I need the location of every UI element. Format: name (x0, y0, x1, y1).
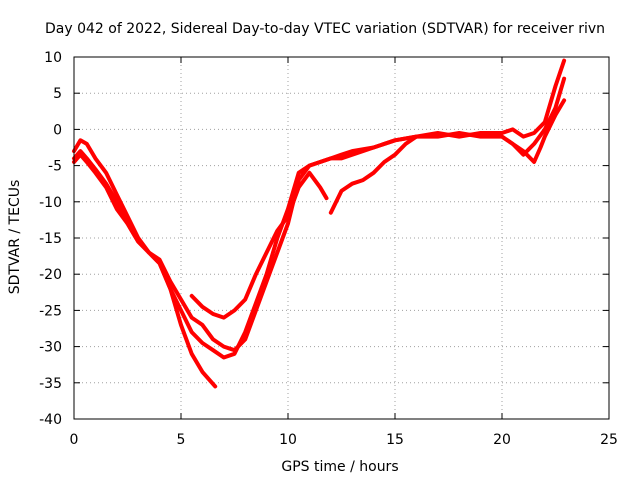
y-tick-label: 0 (53, 122, 62, 138)
y-tick-label: -10 (39, 195, 62, 211)
y-axis-label: SDTVAR / TECUs (7, 180, 23, 295)
y-tick-label: -25 (39, 303, 62, 319)
axis-ticks: 0 5 10 15 20 25 -40 -35 -30 -25 -20 -15 -10 -5 0 5 10 (39, 50, 618, 448)
x-tick-label: 5 (177, 432, 186, 448)
x-tick-label: 20 (493, 432, 511, 448)
x-tick-label: 0 (70, 432, 79, 448)
series-line-track-b (72, 76, 567, 360)
y-tick-label: -20 (39, 267, 62, 283)
chart-title: Day 042 of 2022, Sidereal Day-to-day VTE… (45, 21, 605, 37)
y-tick-label: -5 (48, 159, 62, 175)
data-series (72, 58, 567, 389)
y-tick-label: -40 (39, 412, 62, 428)
series-line-track-d (189, 170, 329, 320)
x-axis-label: GPS time / hours (281, 459, 398, 475)
x-tick-label: 25 (600, 432, 618, 448)
y-tick-label: -30 (39, 340, 62, 356)
y-tick-label: -15 (39, 231, 62, 247)
x-tick-label: 15 (386, 432, 404, 448)
y-tick-label: 10 (44, 50, 62, 66)
series-line-track-a (72, 58, 567, 353)
x-tick-label: 10 (279, 432, 297, 448)
grid (74, 57, 609, 419)
series-line-track-f (500, 98, 567, 164)
y-tick-label: 5 (53, 86, 62, 102)
series-line-track-c (72, 152, 218, 389)
series-line-track-e (328, 134, 419, 215)
y-tick-label: -35 (39, 376, 62, 392)
